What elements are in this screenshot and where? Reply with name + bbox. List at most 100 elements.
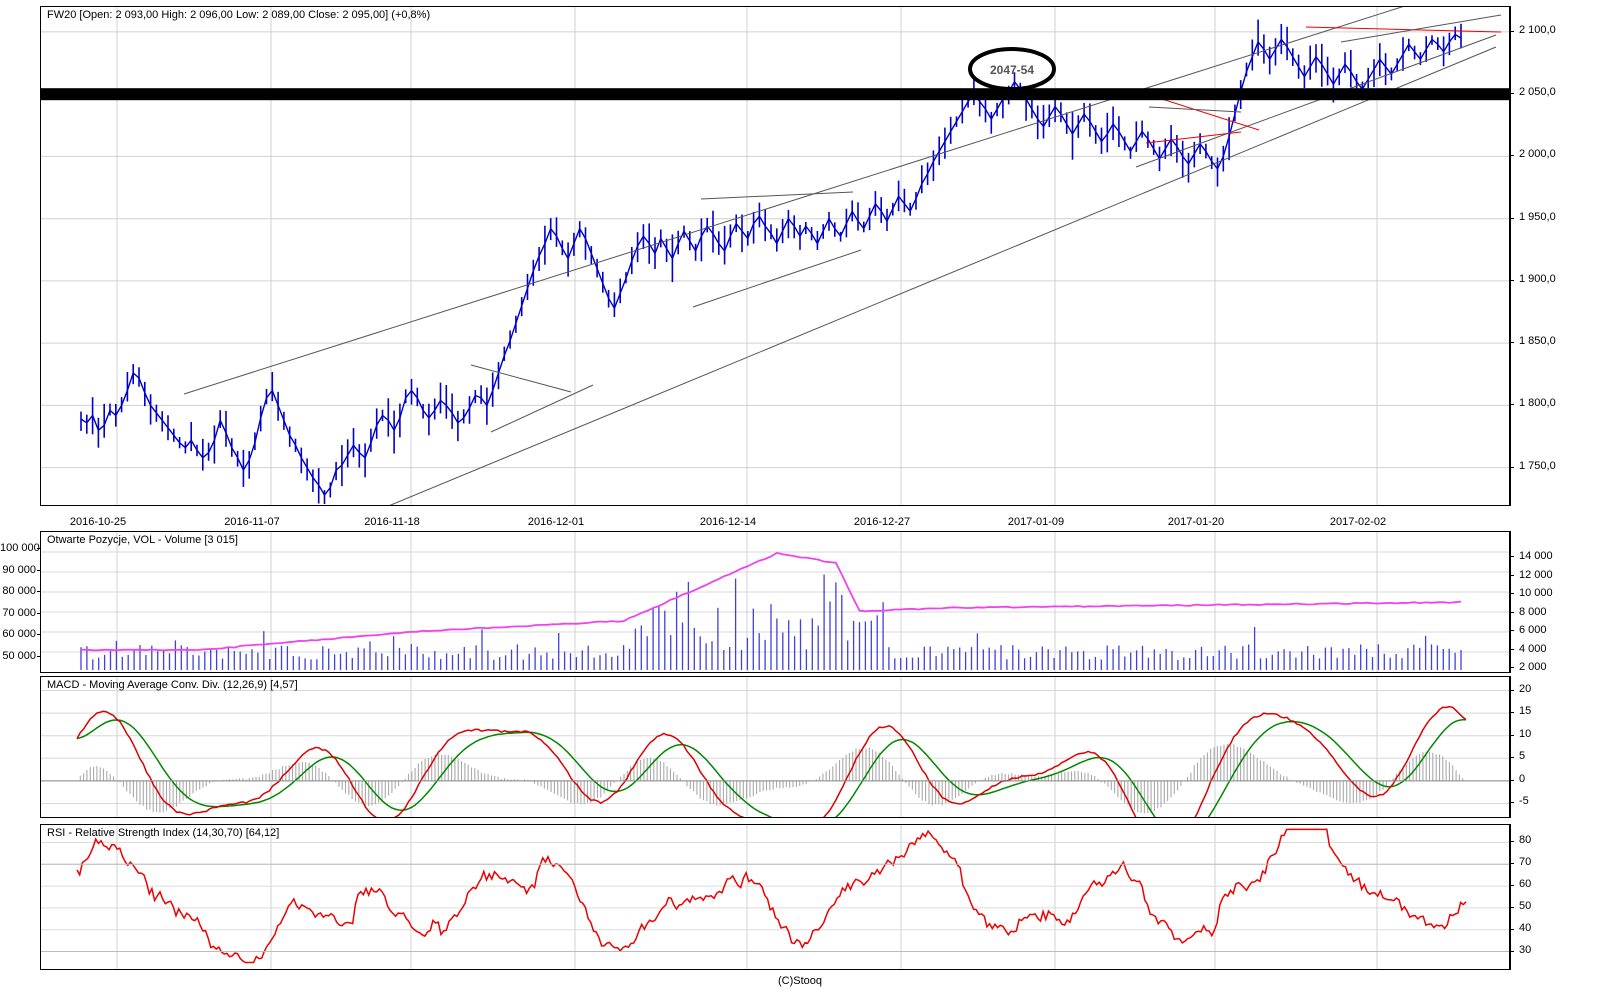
upper-grey-fan bbox=[1340, 14, 1502, 43]
volume-left-axis-label: 70 000 bbox=[2, 606, 36, 619]
wedge-lower-red bbox=[1145, 131, 1242, 144]
volume-panel-title: Otwarte Pozycje, VOL - Volume [3 015] bbox=[47, 534, 238, 546]
rsi-tick bbox=[1510, 906, 1514, 908]
macd-axis-label: 5 bbox=[1519, 750, 1526, 763]
price-axis-label: 2 100,0 bbox=[1519, 23, 1556, 36]
volume-right-axis-label: 14 000 bbox=[1519, 550, 1553, 562]
rsi-tick bbox=[1510, 950, 1514, 952]
macd-axis-label: -5 bbox=[1519, 795, 1529, 808]
price-chart-canvas[interactable]: 2047-54 bbox=[41, 7, 1509, 505]
volume-right-tick bbox=[1510, 611, 1514, 613]
date-axis-label: 2017-02-02 bbox=[1329, 516, 1387, 528]
price-tick bbox=[1510, 279, 1514, 281]
price-axis-label: 2 000,0 bbox=[1519, 148, 1556, 161]
consolidation-upper-2 bbox=[700, 191, 854, 200]
consolidation-lower-2 bbox=[692, 249, 862, 308]
rsi-tick bbox=[1510, 863, 1514, 865]
rsi-panel-title: RSI - Relative Strength Index (14,30,70)… bbox=[47, 827, 280, 839]
resistance-red-top bbox=[1305, 26, 1502, 33]
volume-right-tick bbox=[1510, 630, 1514, 631]
volume-right-tick bbox=[1510, 667, 1514, 668]
date-axis-label: 2016-10-25 bbox=[69, 516, 127, 528]
macd-tick bbox=[1510, 757, 1514, 759]
macd-axis-line bbox=[1510, 676, 1511, 818]
price-axis-label: 1 800,0 bbox=[1519, 397, 1556, 410]
rsi-axis-line bbox=[1510, 824, 1511, 970]
volume-right-axis-label: 6 000 bbox=[1519, 624, 1547, 636]
price-tick bbox=[1510, 404, 1514, 406]
consolidation-upper-1 bbox=[470, 364, 572, 393]
rsi-axis-label: 80 bbox=[1519, 834, 1532, 847]
wedge-grey bbox=[1148, 106, 1242, 113]
rsi-axis-label: 70 bbox=[1519, 856, 1532, 869]
date-axis: 2016-10-25 2016-11-07 2016-11-18 2016-12-01… bbox=[0, 510, 1600, 530]
rsi-tick bbox=[1510, 885, 1514, 887]
price-axis-label: 1 750,0 bbox=[1519, 459, 1556, 472]
date-axis-label: 2016-11-07 bbox=[224, 516, 280, 528]
rsi-axis-label: 60 bbox=[1519, 878, 1532, 891]
price-axis-label: 1 900,0 bbox=[1519, 272, 1556, 285]
svg-text:2047-54: 2047-54 bbox=[990, 63, 1034, 77]
rising-channel-lower bbox=[389, 46, 1497, 505]
volume-left-axis-label: 60 000 bbox=[2, 628, 36, 640]
macd-tick bbox=[1510, 802, 1514, 804]
macd-chart-canvas[interactable] bbox=[41, 677, 1509, 817]
rsi-axis-label: 50 bbox=[1519, 899, 1532, 912]
volume-right-tick bbox=[1510, 593, 1514, 594]
volume-right-axis-label: 10 000 bbox=[1519, 587, 1553, 599]
macd-axis-label: 20 bbox=[1519, 682, 1532, 695]
volume-right-axis-label: 12 000 bbox=[1519, 568, 1553, 581]
price-axis-label: 1 850,0 bbox=[1519, 335, 1556, 348]
price-tick bbox=[1510, 466, 1514, 468]
date-axis-label: 2016-12-14 bbox=[699, 516, 757, 528]
volume-left-tick bbox=[37, 591, 41, 592]
date-axis-label: 2016-12-01 bbox=[527, 516, 585, 528]
volume-right-tick bbox=[1510, 648, 1514, 650]
price-axis-label: 2 050,0 bbox=[1519, 86, 1556, 99]
volume-chart-panel[interactable]: Otwarte Pozycje, VOL - Volume [3 015] bbox=[40, 531, 1510, 673]
price-axis-label: 1 950,0 bbox=[1519, 210, 1556, 223]
price-tick bbox=[1510, 155, 1514, 157]
volume-left-tick bbox=[37, 569, 41, 571]
rsi-axis-label: 40 bbox=[1519, 921, 1532, 934]
rsi-chart-canvas[interactable] bbox=[41, 825, 1509, 969]
macd-tick bbox=[1510, 779, 1514, 781]
consolidation-lower-1 bbox=[490, 384, 594, 433]
price-chart-panel[interactable]: FW20 [Open: 2 093,00 High: 2 096,00 Low:… bbox=[40, 6, 1510, 506]
volume-right-tick bbox=[1510, 574, 1514, 576]
volume-right-axis-label: 8 000 bbox=[1519, 605, 1547, 618]
rising-channel-upper bbox=[183, 7, 1404, 395]
volume-left-tick bbox=[37, 655, 41, 657]
price-tick bbox=[1510, 342, 1514, 344]
volume-right-axis-label: 2 000 bbox=[1519, 661, 1547, 673]
volume-left-axis-label: 80 000 bbox=[2, 585, 36, 597]
rising-channel-mid bbox=[1135, 34, 1497, 168]
date-axis-label: 2016-11-18 bbox=[364, 516, 420, 528]
price-axis-line bbox=[1510, 6, 1511, 506]
macd-chart-panel[interactable]: MACD - Moving Average Conv. Div. (12,26,… bbox=[40, 676, 1510, 818]
price-panel-title: FW20 [Open: 2 093,00 High: 2 096,00 Low:… bbox=[47, 9, 431, 21]
volume-right-axis-label: 4 000 bbox=[1519, 642, 1547, 655]
date-axis-label: 2017-01-20 bbox=[1167, 516, 1225, 528]
volume-axis-line bbox=[1510, 531, 1511, 673]
macd-tick bbox=[1510, 712, 1514, 714]
volume-left-axis-label: 90 000 bbox=[2, 563, 36, 576]
price-tick bbox=[1510, 93, 1514, 95]
rsi-chart-panel[interactable]: RSI - Relative Strength Index (14,30,70)… bbox=[40, 824, 1510, 970]
macd-tick bbox=[1510, 689, 1514, 691]
volume-left-tick bbox=[37, 612, 41, 614]
macd-axis-label: 15 bbox=[1519, 705, 1532, 718]
price-tick bbox=[1510, 30, 1514, 32]
copyright-footer: (C)Stooq bbox=[777, 975, 823, 987]
macd-panel-title: MACD - Moving Average Conv. Div. (12,26,… bbox=[47, 679, 298, 691]
volume-left-tick bbox=[37, 634, 41, 635]
rsi-tick bbox=[1510, 928, 1514, 930]
macd-tick bbox=[1510, 734, 1514, 736]
volume-chart-canvas[interactable] bbox=[41, 532, 1509, 672]
macd-axis-label: 10 bbox=[1519, 727, 1532, 740]
volume-right-tick bbox=[1510, 556, 1514, 557]
rsi-tick bbox=[1510, 841, 1514, 843]
date-axis-label: 2017-01-09 bbox=[1007, 516, 1065, 528]
rsi-axis-label: 30 bbox=[1519, 943, 1532, 956]
